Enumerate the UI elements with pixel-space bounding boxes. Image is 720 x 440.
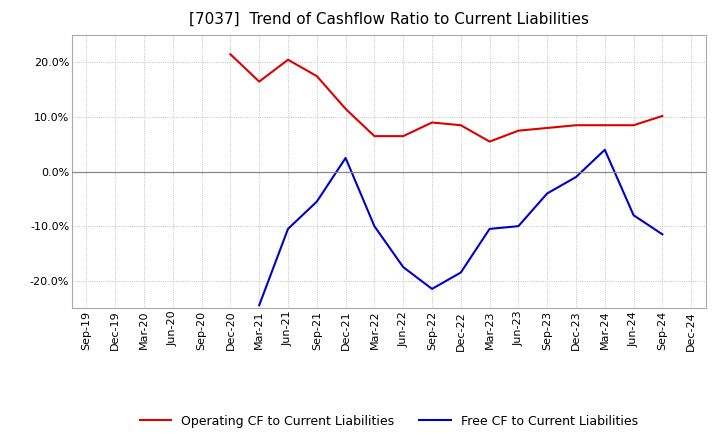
Operating CF to Current Liabilities xyxy=(399,133,408,139)
Operating CF to Current Liabilities xyxy=(341,106,350,111)
Free CF to Current Liabilities xyxy=(284,226,292,231)
Operating CF to Current Liabilities xyxy=(629,123,638,128)
Operating CF to Current Liabilities xyxy=(658,114,667,119)
Title: [7037]  Trend of Cashflow Ratio to Current Liabilities: [7037] Trend of Cashflow Ratio to Curren… xyxy=(189,12,589,27)
Legend: Operating CF to Current Liabilities, Free CF to Current Liabilities: Operating CF to Current Liabilities, Fre… xyxy=(135,410,643,433)
Operating CF to Current Liabilities xyxy=(255,79,264,84)
Free CF to Current Liabilities xyxy=(456,270,465,275)
Free CF to Current Liabilities xyxy=(341,155,350,161)
Free CF to Current Liabilities xyxy=(658,232,667,237)
Free CF to Current Liabilities xyxy=(428,286,436,292)
Operating CF to Current Liabilities xyxy=(543,125,552,131)
Operating CF to Current Liabilities xyxy=(226,51,235,57)
Free CF to Current Liabilities xyxy=(600,147,609,152)
Free CF to Current Liabilities xyxy=(543,191,552,196)
Free CF to Current Liabilities xyxy=(629,213,638,218)
Operating CF to Current Liabilities xyxy=(456,123,465,128)
Operating CF to Current Liabilities xyxy=(370,133,379,139)
Free CF to Current Liabilities xyxy=(370,224,379,229)
Free CF to Current Liabilities xyxy=(255,303,264,308)
Free CF to Current Liabilities xyxy=(485,226,494,231)
Operating CF to Current Liabilities xyxy=(572,123,580,128)
Line: Operating CF to Current Liabilities: Operating CF to Current Liabilities xyxy=(230,54,662,142)
Operating CF to Current Liabilities xyxy=(600,123,609,128)
Operating CF to Current Liabilities xyxy=(312,73,321,79)
Free CF to Current Liabilities xyxy=(312,199,321,204)
Operating CF to Current Liabilities xyxy=(485,139,494,144)
Operating CF to Current Liabilities xyxy=(428,120,436,125)
Free CF to Current Liabilities xyxy=(514,224,523,229)
Free CF to Current Liabilities xyxy=(572,174,580,180)
Free CF to Current Liabilities xyxy=(399,264,408,270)
Operating CF to Current Liabilities xyxy=(514,128,523,133)
Line: Free CF to Current Liabilities: Free CF to Current Liabilities xyxy=(259,150,662,305)
Operating CF to Current Liabilities xyxy=(284,57,292,62)
